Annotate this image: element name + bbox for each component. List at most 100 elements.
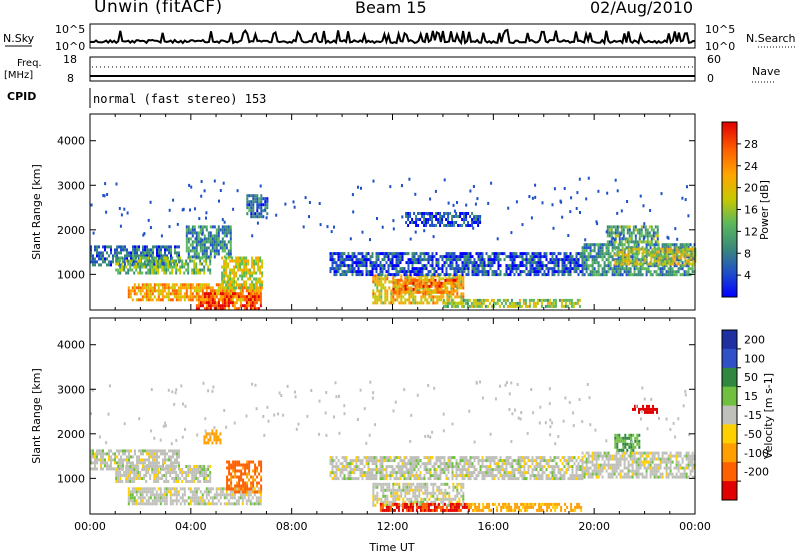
power-cell-10 bbox=[405, 221, 408, 224]
power-cell-3 bbox=[189, 292, 192, 296]
power-cell-9 bbox=[523, 252, 526, 256]
power-cell-9 bbox=[335, 267, 338, 271]
velocity-cell-1 bbox=[189, 471, 192, 474]
power-speckle bbox=[447, 201, 450, 205]
power-cell-13 bbox=[656, 253, 659, 257]
power-cell-7 bbox=[376, 295, 379, 299]
power-cell-5 bbox=[261, 283, 264, 287]
power-cell-9 bbox=[553, 261, 556, 265]
power-cell-7 bbox=[380, 301, 383, 305]
power-cell-1 bbox=[185, 262, 188, 266]
cpid-label: CPID bbox=[7, 90, 36, 103]
power-cell-3 bbox=[219, 286, 222, 290]
velocity-cell-2 bbox=[187, 496, 190, 500]
velocity-cell-5 bbox=[425, 456, 428, 460]
power-cell-2 bbox=[211, 234, 214, 238]
power-cell-4 bbox=[223, 295, 226, 299]
velocity-cell-1 bbox=[119, 477, 122, 480]
velocity-cell-3 bbox=[252, 478, 255, 482]
power-cell-11 bbox=[502, 304, 505, 308]
power-cell-9 bbox=[465, 267, 468, 271]
power-cell-14 bbox=[652, 228, 655, 232]
power-cell-0 bbox=[92, 263, 94, 267]
power-cell-7 bbox=[442, 295, 445, 299]
power-cell-3 bbox=[225, 286, 228, 290]
power-cell-7 bbox=[422, 289, 425, 293]
power-cell-12 bbox=[617, 267, 620, 271]
power-cell-4 bbox=[215, 304, 218, 308]
velocity-cell-5 bbox=[437, 477, 440, 481]
velocity-cell-1 bbox=[155, 471, 158, 474]
power-speckle bbox=[541, 201, 544, 205]
velocity-cell-5 bbox=[359, 462, 362, 466]
power-cell-12 bbox=[621, 273, 624, 277]
power-cell-12 bbox=[587, 258, 590, 262]
power-cell-9 bbox=[457, 267, 460, 271]
velocity-cell-0 bbox=[162, 461, 164, 465]
velocity-cell-2 bbox=[247, 490, 250, 494]
power-cell-14 bbox=[608, 234, 611, 238]
power-cell-11 bbox=[560, 304, 563, 308]
power-cell-12 bbox=[639, 267, 642, 271]
power-cell-7 bbox=[386, 277, 389, 281]
power-cell-13 bbox=[626, 253, 629, 257]
velocity-cell-5 bbox=[381, 477, 384, 481]
velocity-cell-1 bbox=[159, 471, 162, 474]
power-cell-9 bbox=[433, 255, 436, 259]
power-cell-11 bbox=[490, 304, 493, 308]
power-cell-9 bbox=[519, 273, 522, 277]
power-cell-7 bbox=[408, 301, 411, 305]
power-cell-13 bbox=[624, 262, 627, 266]
power-cell-5 bbox=[235, 262, 238, 266]
power-cell-12 bbox=[669, 270, 672, 274]
power-cell-10 bbox=[455, 221, 458, 224]
power-cell-14 bbox=[644, 228, 647, 232]
power-cell-0 bbox=[120, 245, 122, 249]
power-cell-6 bbox=[266, 197, 269, 201]
velocity-cell-2 bbox=[237, 496, 240, 500]
power-cell-5 bbox=[231, 256, 234, 260]
power-cell-8 bbox=[444, 290, 447, 294]
power-cell-2 bbox=[213, 225, 216, 229]
velocity-cell-3 bbox=[236, 484, 239, 488]
velocity-cell-5 bbox=[345, 462, 348, 466]
power-cell-9 bbox=[489, 255, 492, 259]
power-cell-3 bbox=[161, 295, 164, 299]
power-cell-7 bbox=[376, 283, 379, 287]
power-cell-13 bbox=[648, 253, 651, 257]
power-cell-11 bbox=[520, 304, 523, 308]
power-speckle bbox=[639, 194, 642, 198]
power-cell-9 bbox=[551, 261, 554, 265]
power-cell-12 bbox=[663, 246, 666, 250]
velocity-cell-5 bbox=[443, 456, 446, 460]
power-cell-3 bbox=[137, 289, 140, 293]
power-cell-12 bbox=[611, 243, 614, 247]
velocity-cell-1 bbox=[145, 471, 148, 474]
power-cell-0 bbox=[156, 251, 158, 255]
power-cell-2 bbox=[199, 240, 202, 244]
velocity-cell-3 bbox=[236, 475, 239, 479]
power-cell-9 bbox=[457, 270, 460, 274]
velocity-cell-5 bbox=[329, 474, 332, 478]
power-cell-9 bbox=[471, 270, 474, 274]
power-cell-7 bbox=[378, 289, 381, 293]
power-speckle bbox=[302, 225, 305, 229]
power-cell-0 bbox=[104, 257, 106, 261]
power-cell-7 bbox=[380, 298, 383, 302]
power-cell-9 bbox=[565, 258, 568, 262]
power-cell-12 bbox=[587, 273, 590, 277]
power-cell-7 bbox=[450, 286, 453, 290]
velocity-cell-5 bbox=[429, 468, 432, 472]
power-cell-7 bbox=[414, 280, 417, 284]
power-cell-14 bbox=[632, 231, 635, 235]
velocity-cell-3 bbox=[234, 463, 237, 467]
power-cell-0 bbox=[134, 254, 136, 258]
velocity-cell-3 bbox=[230, 472, 233, 476]
power-cell-12 bbox=[627, 243, 630, 247]
power-cell-3 bbox=[143, 283, 146, 287]
power-cell-14 bbox=[618, 240, 621, 244]
power-cell-4 bbox=[255, 301, 258, 305]
power-cell-3 bbox=[135, 286, 138, 290]
power-cell-7 bbox=[380, 289, 383, 293]
power-cell-9 bbox=[545, 258, 548, 262]
